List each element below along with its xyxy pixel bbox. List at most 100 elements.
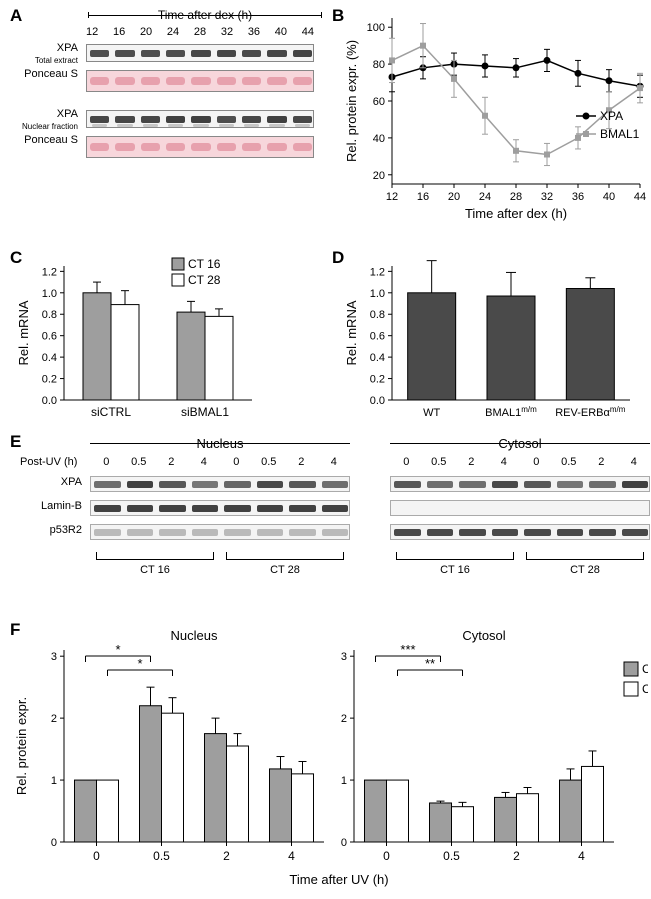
svg-text:2: 2 <box>51 713 57 725</box>
svg-text:80: 80 <box>373 59 385 71</box>
postuv-time: 4 <box>618 456 651 468</box>
svg-text:CT 16: CT 16 <box>188 257 221 271</box>
blot-strip <box>86 70 314 92</box>
svg-text:16: 16 <box>417 191 429 203</box>
svg-text:siCTRL: siCTRL <box>91 405 131 419</box>
ct-group-label: CT 16 <box>90 564 220 576</box>
svg-text:*: * <box>137 656 142 671</box>
svg-text:0.2: 0.2 <box>42 374 57 386</box>
svg-text:2: 2 <box>341 713 347 725</box>
svg-text:siBMAL1: siBMAL1 <box>181 405 229 419</box>
postuv-time: 0 <box>220 456 253 468</box>
blot-strip <box>86 136 314 158</box>
panel-a-header: Time after dex (h) <box>100 8 310 22</box>
svg-text:24: 24 <box>479 191 491 203</box>
postuv-time: 0.5 <box>123 456 156 468</box>
blot-strip <box>90 500 350 516</box>
svg-text:*: * <box>115 642 120 657</box>
svg-text:4: 4 <box>288 849 295 863</box>
svg-text:Time after dex (h): Time after dex (h) <box>465 206 567 221</box>
panel-e-row-label: Lamin-B <box>20 500 82 512</box>
svg-text:100: 100 <box>367 22 385 34</box>
blot-strip <box>390 476 650 492</box>
postuv-time: 4 <box>318 456 351 468</box>
panel-d-chart: 0.0 0.2 0.4 0.6 0.8 1.0 1.2 Rel. mRNA WT BMAL1m/m… <box>340 252 650 427</box>
svg-text:0.4: 0.4 <box>370 352 385 364</box>
postuv-time: 2 <box>285 456 318 468</box>
panel-a-time: 28 <box>194 26 206 38</box>
panel-f-chart: 0123Nucleus00.524**0123Cytosol00.524****… <box>8 622 648 897</box>
svg-text:2: 2 <box>223 849 230 863</box>
svg-text:0.4: 0.4 <box>42 352 57 364</box>
panel-a-time: 12 <box>86 26 98 38</box>
panel-a-time: 24 <box>167 26 179 38</box>
svg-text:1.2: 1.2 <box>370 266 385 278</box>
postuv-time: 0 <box>390 456 423 468</box>
postuv-time: 0 <box>90 456 123 468</box>
svg-text:40: 40 <box>603 191 615 203</box>
svg-text:REV-ERBαm/m: REV-ERBαm/m <box>555 405 626 419</box>
panel-a-row-label: XPATotal extract <box>0 42 78 66</box>
svg-text:44: 44 <box>634 191 646 203</box>
blot-strip <box>90 476 350 492</box>
svg-text:40: 40 <box>373 133 385 145</box>
panel-a-time-row: 121620242832364044 <box>86 26 314 38</box>
svg-text:WT: WT <box>423 407 440 419</box>
ct-group-label: CT 16 <box>390 564 520 576</box>
svg-text:***: *** <box>400 642 415 657</box>
svg-text:Rel. mRNA: Rel. mRNA <box>16 300 31 365</box>
svg-text:0.0: 0.0 <box>370 395 385 407</box>
svg-text:1: 1 <box>341 775 347 787</box>
svg-text:1: 1 <box>51 775 57 787</box>
svg-text:32: 32 <box>541 191 553 203</box>
panel-a-time: 16 <box>113 26 125 38</box>
panel-a-time: 44 <box>302 26 314 38</box>
svg-text:1.2: 1.2 <box>42 266 57 278</box>
postuv-time: 2 <box>585 456 618 468</box>
ct-group-label: CT 28 <box>220 564 350 576</box>
svg-text:0.6: 0.6 <box>42 331 57 343</box>
postuv-time: 0.5 <box>553 456 586 468</box>
svg-text:BMAL1m/m: BMAL1m/m <box>485 405 537 419</box>
svg-text:12: 12 <box>386 191 398 203</box>
svg-text:0: 0 <box>383 849 390 863</box>
postuv-time: 2 <box>155 456 188 468</box>
panel-a-row-label: Ponceau S <box>0 68 78 80</box>
svg-text:0.0: 0.0 <box>42 395 57 407</box>
postuv-time: 4 <box>188 456 221 468</box>
svg-text:0.8: 0.8 <box>42 309 57 321</box>
svg-text:BMAL1: BMAL1 <box>600 127 640 141</box>
postuv-time: 0.5 <box>423 456 456 468</box>
svg-text:20: 20 <box>373 170 385 182</box>
postuv-time: 2 <box>455 456 488 468</box>
svg-text:1.0: 1.0 <box>42 288 57 300</box>
svg-text:Rel. protein expr. (%): Rel. protein expr. (%) <box>344 40 359 162</box>
postuv-time: 0 <box>520 456 553 468</box>
svg-text:Rel. protein expr.: Rel. protein expr. <box>14 697 29 795</box>
svg-text:Cytosol: Cytosol <box>462 628 505 643</box>
panel-e-row-label: XPA <box>20 476 82 488</box>
svg-text:20: 20 <box>448 191 460 203</box>
svg-text:2: 2 <box>513 849 520 863</box>
panel-a-label: A <box>10 6 22 26</box>
svg-text:0.8: 0.8 <box>370 309 385 321</box>
blot-strip <box>390 524 650 540</box>
panel-c-chart: 0.0 0.2 0.4 0.6 0.8 1.0 1.2 Rel. mRNA siCTRL siBM… <box>12 252 322 427</box>
panel-b-chart: 20406080100121620242832364044Rel. protei… <box>340 6 650 231</box>
svg-text:CT 16: CT 16 <box>642 662 648 676</box>
svg-text:3: 3 <box>51 651 57 663</box>
svg-text:1.0: 1.0 <box>370 288 385 300</box>
panel-a-time: 20 <box>140 26 152 38</box>
svg-text:0: 0 <box>51 837 57 849</box>
panel-e-row-label: p53R2 <box>20 524 82 536</box>
svg-text:0.6: 0.6 <box>370 331 385 343</box>
svg-text:0.5: 0.5 <box>153 849 170 863</box>
svg-text:60: 60 <box>373 96 385 108</box>
blot-strip <box>390 500 650 516</box>
svg-text:0.2: 0.2 <box>370 374 385 386</box>
svg-text:Rel. mRNA: Rel. mRNA <box>344 300 359 365</box>
postuv-time: 0.5 <box>253 456 286 468</box>
panel-a-row-label: Ponceau S <box>0 134 78 146</box>
panel-a-row-label: XPANuclear fraction <box>0 108 78 132</box>
svg-text:Nucleus: Nucleus <box>171 628 218 643</box>
